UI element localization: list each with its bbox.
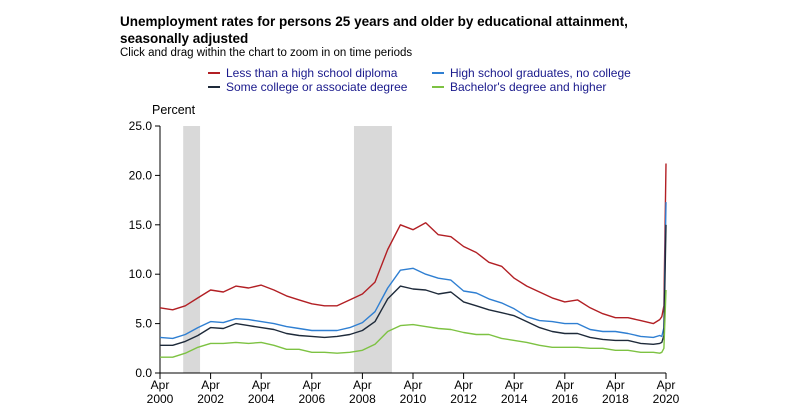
- x-tick-label: Apr 2000: [147, 378, 174, 406]
- legend-label: High school graduates, no college: [450, 66, 631, 80]
- series-line-2: [159, 202, 667, 340]
- data-series: [159, 163, 667, 358]
- x-tick-label: Apr 2010: [400, 378, 427, 406]
- x-tick-label: Apr 2016: [551, 378, 578, 406]
- recession-band: [353, 126, 392, 373]
- x-tick-label: Apr 2018: [602, 378, 629, 406]
- x-tick-label: Apr 2012: [450, 378, 477, 406]
- x-tick-label: Apr 2004: [248, 378, 275, 406]
- legend-label: Less than a high school diploma: [226, 66, 398, 80]
- x-tick-label: Apr 2008: [349, 378, 376, 406]
- y-tick-label: 5.0: [135, 317, 152, 331]
- legend-item-3[interactable]: Some college or associate degree: [208, 80, 408, 94]
- chart-title: Unemployment rates for persons 25 years …: [120, 14, 628, 46]
- y-tick-label: 15.0: [129, 218, 153, 232]
- y-tick-label: 20.0: [129, 168, 153, 182]
- chart-subtitle: Click and drag within the chart to zoom …: [120, 47, 413, 59]
- legend-label: Some college or associate degree: [226, 80, 408, 94]
- legend-item-1[interactable]: Less than a high school diploma: [208, 66, 398, 80]
- legend[interactable]: Less than a high school diploma High scho…: [208, 66, 631, 94]
- series-line-3: [160, 224, 667, 346]
- y-tick-label: 10.0: [129, 267, 153, 281]
- y-tick-label: 25.0: [129, 119, 153, 133]
- series-line-1: [159, 163, 667, 325]
- legend-label: Bachelor's degree and higher: [450, 80, 606, 94]
- legend-item-2[interactable]: High school graduates, no college: [432, 66, 631, 80]
- x-tick-label: Apr 2014: [501, 378, 528, 406]
- recession-shading: [183, 126, 392, 373]
- legend-item-4[interactable]: Bachelor's degree and higher: [432, 80, 606, 94]
- x-tick-label: Apr 2006: [298, 378, 325, 406]
- series-line-4: [160, 289, 667, 358]
- chart-axes: 0.0 5.0 10.0 15.0 20.0 25.0 Apr 2000 Apr 2002 Apr 2…: [129, 119, 680, 406]
- y-tick-label: 0.0: [135, 366, 152, 380]
- y-axis-label: Percent: [152, 103, 196, 117]
- x-tick-label: Apr 2002: [197, 378, 224, 406]
- recession-band: [183, 126, 201, 373]
- x-tick-label: Apr 2020: [653, 378, 680, 406]
